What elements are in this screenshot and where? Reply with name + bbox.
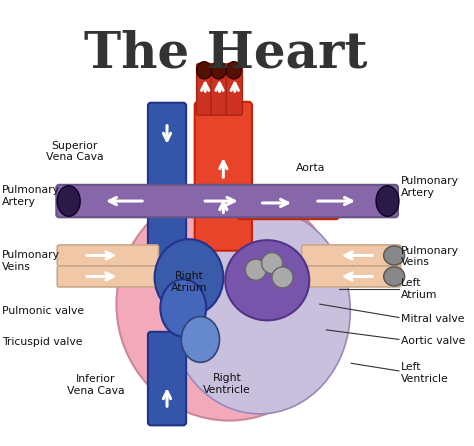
FancyBboxPatch shape: [57, 266, 158, 287]
Text: Left
Atrium: Left Atrium: [401, 278, 438, 300]
FancyBboxPatch shape: [197, 64, 213, 115]
Ellipse shape: [211, 62, 226, 79]
Ellipse shape: [169, 208, 350, 414]
Ellipse shape: [226, 62, 241, 79]
Text: Pulmonic valve: Pulmonic valve: [2, 306, 84, 316]
FancyBboxPatch shape: [226, 64, 242, 115]
Text: Pulmonary
Artery: Pulmonary Artery: [2, 186, 60, 207]
FancyBboxPatch shape: [57, 245, 158, 266]
Text: Pulmonary
Veins: Pulmonary Veins: [2, 250, 60, 272]
Ellipse shape: [383, 246, 405, 265]
FancyBboxPatch shape: [56, 185, 398, 217]
Ellipse shape: [262, 252, 283, 273]
Ellipse shape: [272, 267, 293, 288]
FancyBboxPatch shape: [195, 102, 252, 251]
Ellipse shape: [225, 240, 309, 320]
Ellipse shape: [155, 239, 223, 316]
Text: Tricuspid valve: Tricuspid valve: [2, 337, 82, 347]
Ellipse shape: [245, 259, 266, 280]
Text: The Heart: The Heart: [84, 29, 368, 78]
FancyBboxPatch shape: [211, 64, 227, 115]
Text: Aorta: Aorta: [296, 163, 325, 173]
Ellipse shape: [182, 317, 219, 362]
Text: Right
Atrium: Right Atrium: [171, 271, 207, 293]
Text: Superior
Vena Cava: Superior Vena Cava: [46, 140, 103, 162]
Text: Pulmonary
Artery: Pulmonary Artery: [401, 176, 459, 198]
Ellipse shape: [57, 186, 80, 216]
Text: Mitral valve: Mitral valve: [401, 314, 465, 324]
FancyBboxPatch shape: [301, 266, 401, 287]
Text: Right
Ventricle: Right Ventricle: [203, 373, 251, 395]
FancyBboxPatch shape: [148, 332, 186, 425]
FancyBboxPatch shape: [148, 103, 186, 256]
Ellipse shape: [197, 62, 212, 79]
Ellipse shape: [376, 186, 399, 216]
Ellipse shape: [160, 279, 206, 337]
FancyBboxPatch shape: [237, 187, 339, 219]
Ellipse shape: [117, 188, 342, 421]
Text: Left
Ventricle: Left Ventricle: [401, 362, 448, 384]
Text: Inferior
Vena Cava: Inferior Vena Cava: [67, 375, 124, 396]
Text: Aortic valve: Aortic valve: [401, 336, 465, 347]
FancyBboxPatch shape: [301, 245, 401, 266]
Text: Pulmonary
Veins: Pulmonary Veins: [401, 246, 459, 267]
Ellipse shape: [383, 267, 405, 286]
